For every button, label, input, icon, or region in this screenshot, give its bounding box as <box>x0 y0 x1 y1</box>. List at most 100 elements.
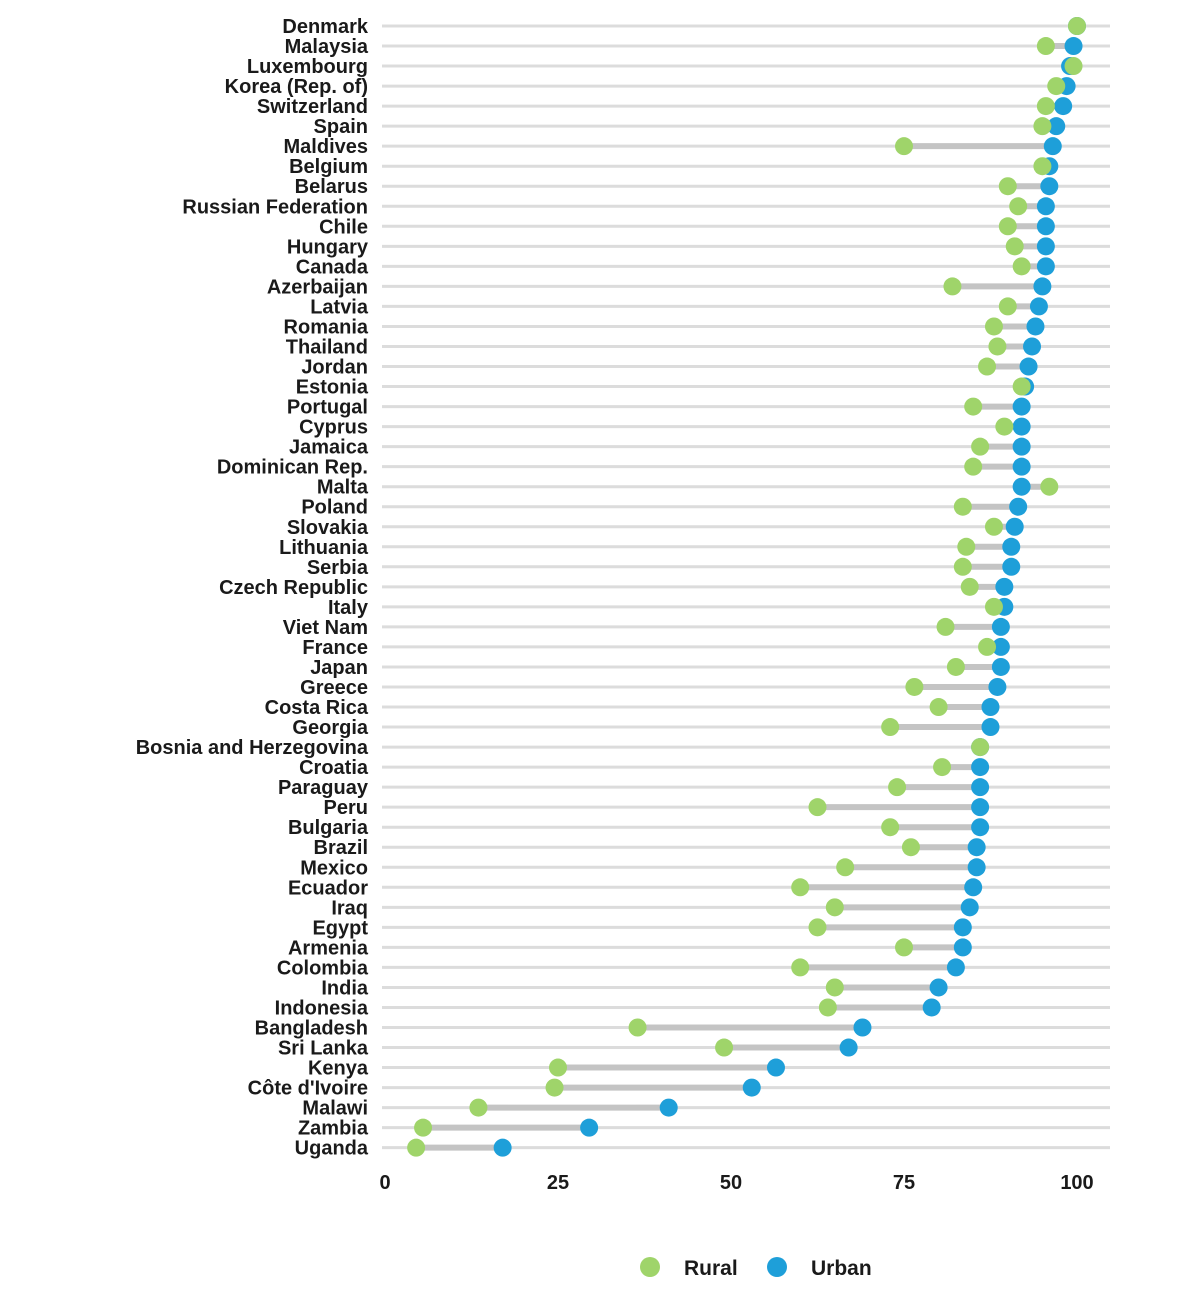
rural-point: Switzerland Rural: 95.5 <box>1036 97 1055 116</box>
urban-point: Serbia Urban: 90.5 <box>1002 557 1021 576</box>
urban-point: Greece Urban: 88.5 <box>988 677 1007 696</box>
rural-point: France Rural: 87 <box>978 637 997 656</box>
rural-point: Viet Nam Rural: 81 <box>936 617 955 636</box>
rural-point: Costa Rica Rural: 80 <box>929 698 948 717</box>
rural-point: Azerbaijan Rural: 82 <box>943 277 962 296</box>
rural-point: Brazil Rural: 76 <box>901 838 920 857</box>
rural-point: Sri Lanka Rural: 49 <box>715 1038 734 1057</box>
urban-point: Poland Urban: 91.5 <box>1009 497 1028 516</box>
urban-point: Malta Urban: 92 <box>1012 477 1031 496</box>
rural-point: Armenia Rural: 75 <box>895 938 913 957</box>
country-label: Bulgaria <box>288 817 369 839</box>
country-label: Chile <box>319 216 368 238</box>
country-label: Malaysia <box>285 36 369 58</box>
urban-point: Côte d'Ivoire Urban: 53 <box>742 1078 761 1097</box>
urban-point: Hungary Urban: 95.5 <box>1036 237 1055 256</box>
country-label: Slovakia <box>287 517 369 539</box>
rural-point: Bosnia and Herzegovina Rural: 86 <box>971 738 990 757</box>
x-axis-ticks: 0 25 50 75 100 <box>379 1172 1093 1194</box>
country-label: Brazil <box>314 837 368 859</box>
rural-point: Denmark Rural: 100 <box>1068 17 1086 35</box>
country-label: Japan <box>310 657 368 679</box>
rural-point: Chile Rural: 90 <box>998 217 1017 236</box>
rural-point: Spain Rural: 95 <box>1033 117 1052 136</box>
country-label: Costa Rica <box>265 697 369 719</box>
rural-point: Malawi Rural: 13.5 <box>469 1098 488 1117</box>
country-label: Jordan <box>301 357 368 379</box>
rural-point: Peru Rural: 62.5 <box>808 798 827 817</box>
rural-point: Lithuania Rural: 84 <box>957 537 976 556</box>
urban-point: Zambia Urban: 29.5 <box>580 1118 599 1137</box>
rural-point: Japan Rural: 82.5 <box>946 657 965 676</box>
urban-point: Latvia Urban: 94.5 <box>1029 297 1048 316</box>
rural-point: Belarus Rural: 90 <box>998 177 1017 196</box>
rural-point: Cyprus Rural: 89.5 <box>995 417 1014 436</box>
x-tick-label: 0 <box>379 1172 390 1194</box>
legend: Rural Urban <box>640 1257 872 1280</box>
rural-point: Maldives Rural: 75 <box>895 137 913 156</box>
rural-point: Indonesia Rural: 64 <box>818 998 837 1017</box>
rural-point: Poland Rural: 83.5 <box>953 497 972 516</box>
urban-point: Dominican Rep. Urban: 92 <box>1012 457 1031 476</box>
rural-point: Côte d'Ivoire Rural: 24.5 <box>545 1078 564 1097</box>
rural-points: Denmark Rural: 100 Malaysia Rural: 95.5 Lu… <box>407 17 1086 1157</box>
rural-point: Colombia Rural: 60 <box>791 958 810 977</box>
urban-point: Jordan Urban: 93 <box>1019 357 1038 376</box>
country-label: Mexico <box>300 857 368 879</box>
legend-urban-label: Urban <box>811 1257 872 1280</box>
urban-point: Kenya Urban: 56.5 <box>766 1058 785 1077</box>
urban-points: Denmark Urban: 100Malaysia Urban: 99.5Lu… <box>493 17 1086 1157</box>
country-label: Spain <box>314 116 368 138</box>
urban-point: Indonesia Urban: 79 <box>922 998 941 1017</box>
urban-point: Azerbaijan Urban: 95 <box>1033 277 1052 296</box>
country-label: Denmark <box>282 16 368 38</box>
urban-point: Thailand Urban: 93.5 <box>1023 337 1042 356</box>
country-label: France <box>302 637 368 659</box>
rural-point: Malta Rural: 96 <box>1040 477 1059 496</box>
x-tick-label: 50 <box>720 1172 742 1194</box>
country-label: Estonia <box>296 377 369 399</box>
urban-point: France Urban: 89 <box>991 637 1010 656</box>
country-label: Switzerland <box>257 96 368 118</box>
country-label: Azerbaijan <box>267 276 368 298</box>
country-label: Georgia <box>292 717 368 739</box>
urban-point: Malawi Urban: 41 <box>659 1098 678 1117</box>
country-label: Italy <box>328 597 369 619</box>
country-label: Bosnia and Herzegovina <box>136 737 369 759</box>
rural-point: Jordan Rural: 87 <box>978 357 997 376</box>
urban-point: Maldives Urban: 96.5 <box>1043 137 1062 156</box>
country-label: Russian Federation <box>182 196 368 218</box>
urban-point: Georgia Urban: 87.5 <box>981 718 1000 737</box>
urban-point: Canada Urban: 95.5 <box>1036 257 1055 276</box>
urban-point: Costa Rica Urban: 87.5 <box>981 698 1000 717</box>
rural-point: Serbia Rural: 83.5 <box>953 557 972 576</box>
country-label: Dominican Rep. <box>217 457 368 479</box>
urban-point: Czech Republic Urban: 89.5 <box>995 577 1014 596</box>
rural-point: Canada Rural: 92 <box>1012 257 1031 276</box>
rural-point: Dominican Rep. Rural: 85 <box>964 457 983 476</box>
rural-point: Luxembourg Rural: 99.5 <box>1064 57 1083 76</box>
x-tick-label: 75 <box>893 1172 915 1194</box>
country-label: Paraguay <box>278 777 369 799</box>
urban-point: Jamaica Urban: 92 <box>1012 437 1031 456</box>
urban-point: Brazil Urban: 85.5 <box>967 838 986 857</box>
country-label: Malawi <box>302 1098 368 1120</box>
urban-point: Bangladesh Urban: 69 <box>853 1018 872 1037</box>
rural-point: Italy Rural: 88 <box>984 597 1003 616</box>
urban-point: India Urban: 80 <box>929 978 948 997</box>
country-label: Malta <box>317 477 369 499</box>
rural-point: Paraguay Rural: 74 <box>888 778 907 797</box>
legend-rural-marker <box>640 1257 660 1277</box>
country-label: Zambia <box>298 1118 369 1140</box>
country-label: Czech Republic <box>219 577 368 599</box>
rural-point: Malaysia Rural: 95.5 <box>1036 37 1055 56</box>
country-label: Iraq <box>331 897 368 919</box>
country-label: Cyprus <box>299 417 368 439</box>
rural-point: Bangladesh Rural: 36.5 <box>628 1018 647 1037</box>
country-label: Maldives <box>284 136 368 158</box>
urban-point: Switzerland Urban: 98 <box>1054 97 1073 116</box>
urban-point: Colombia Urban: 82.5 <box>946 958 965 977</box>
rural-point: Latvia Rural: 90 <box>998 297 1017 316</box>
country-label: Belarus <box>295 176 368 198</box>
